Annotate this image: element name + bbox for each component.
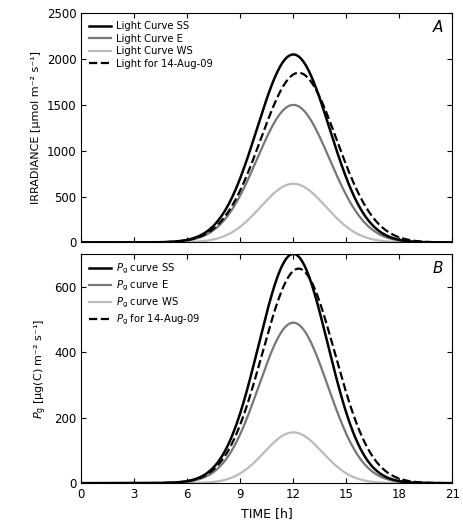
- Legend: $P_\mathrm{g}$ curve SS, $P_\mathrm{g}$ curve E, $P_\mathrm{g}$ curve WS, $P_\ma: $P_\mathrm{g}$ curve SS, $P_\mathrm{g}$ …: [86, 259, 203, 330]
- Y-axis label: $P_\mathrm{g}$ [μg(C) m⁻² s⁻¹]: $P_\mathrm{g}$ [μg(C) m⁻² s⁻¹]: [32, 318, 49, 419]
- Legend: Light Curve SS, Light Curve E, Light Curve WS, Light for 14-Aug-09: Light Curve SS, Light Curve E, Light Cur…: [86, 18, 216, 72]
- Text: A: A: [432, 20, 442, 35]
- Y-axis label: IRRADIANCE [μmol m⁻² s⁻¹]: IRRADIANCE [μmol m⁻² s⁻¹]: [31, 51, 41, 204]
- Text: B: B: [432, 261, 442, 276]
- X-axis label: TIME [h]: TIME [h]: [240, 506, 292, 520]
